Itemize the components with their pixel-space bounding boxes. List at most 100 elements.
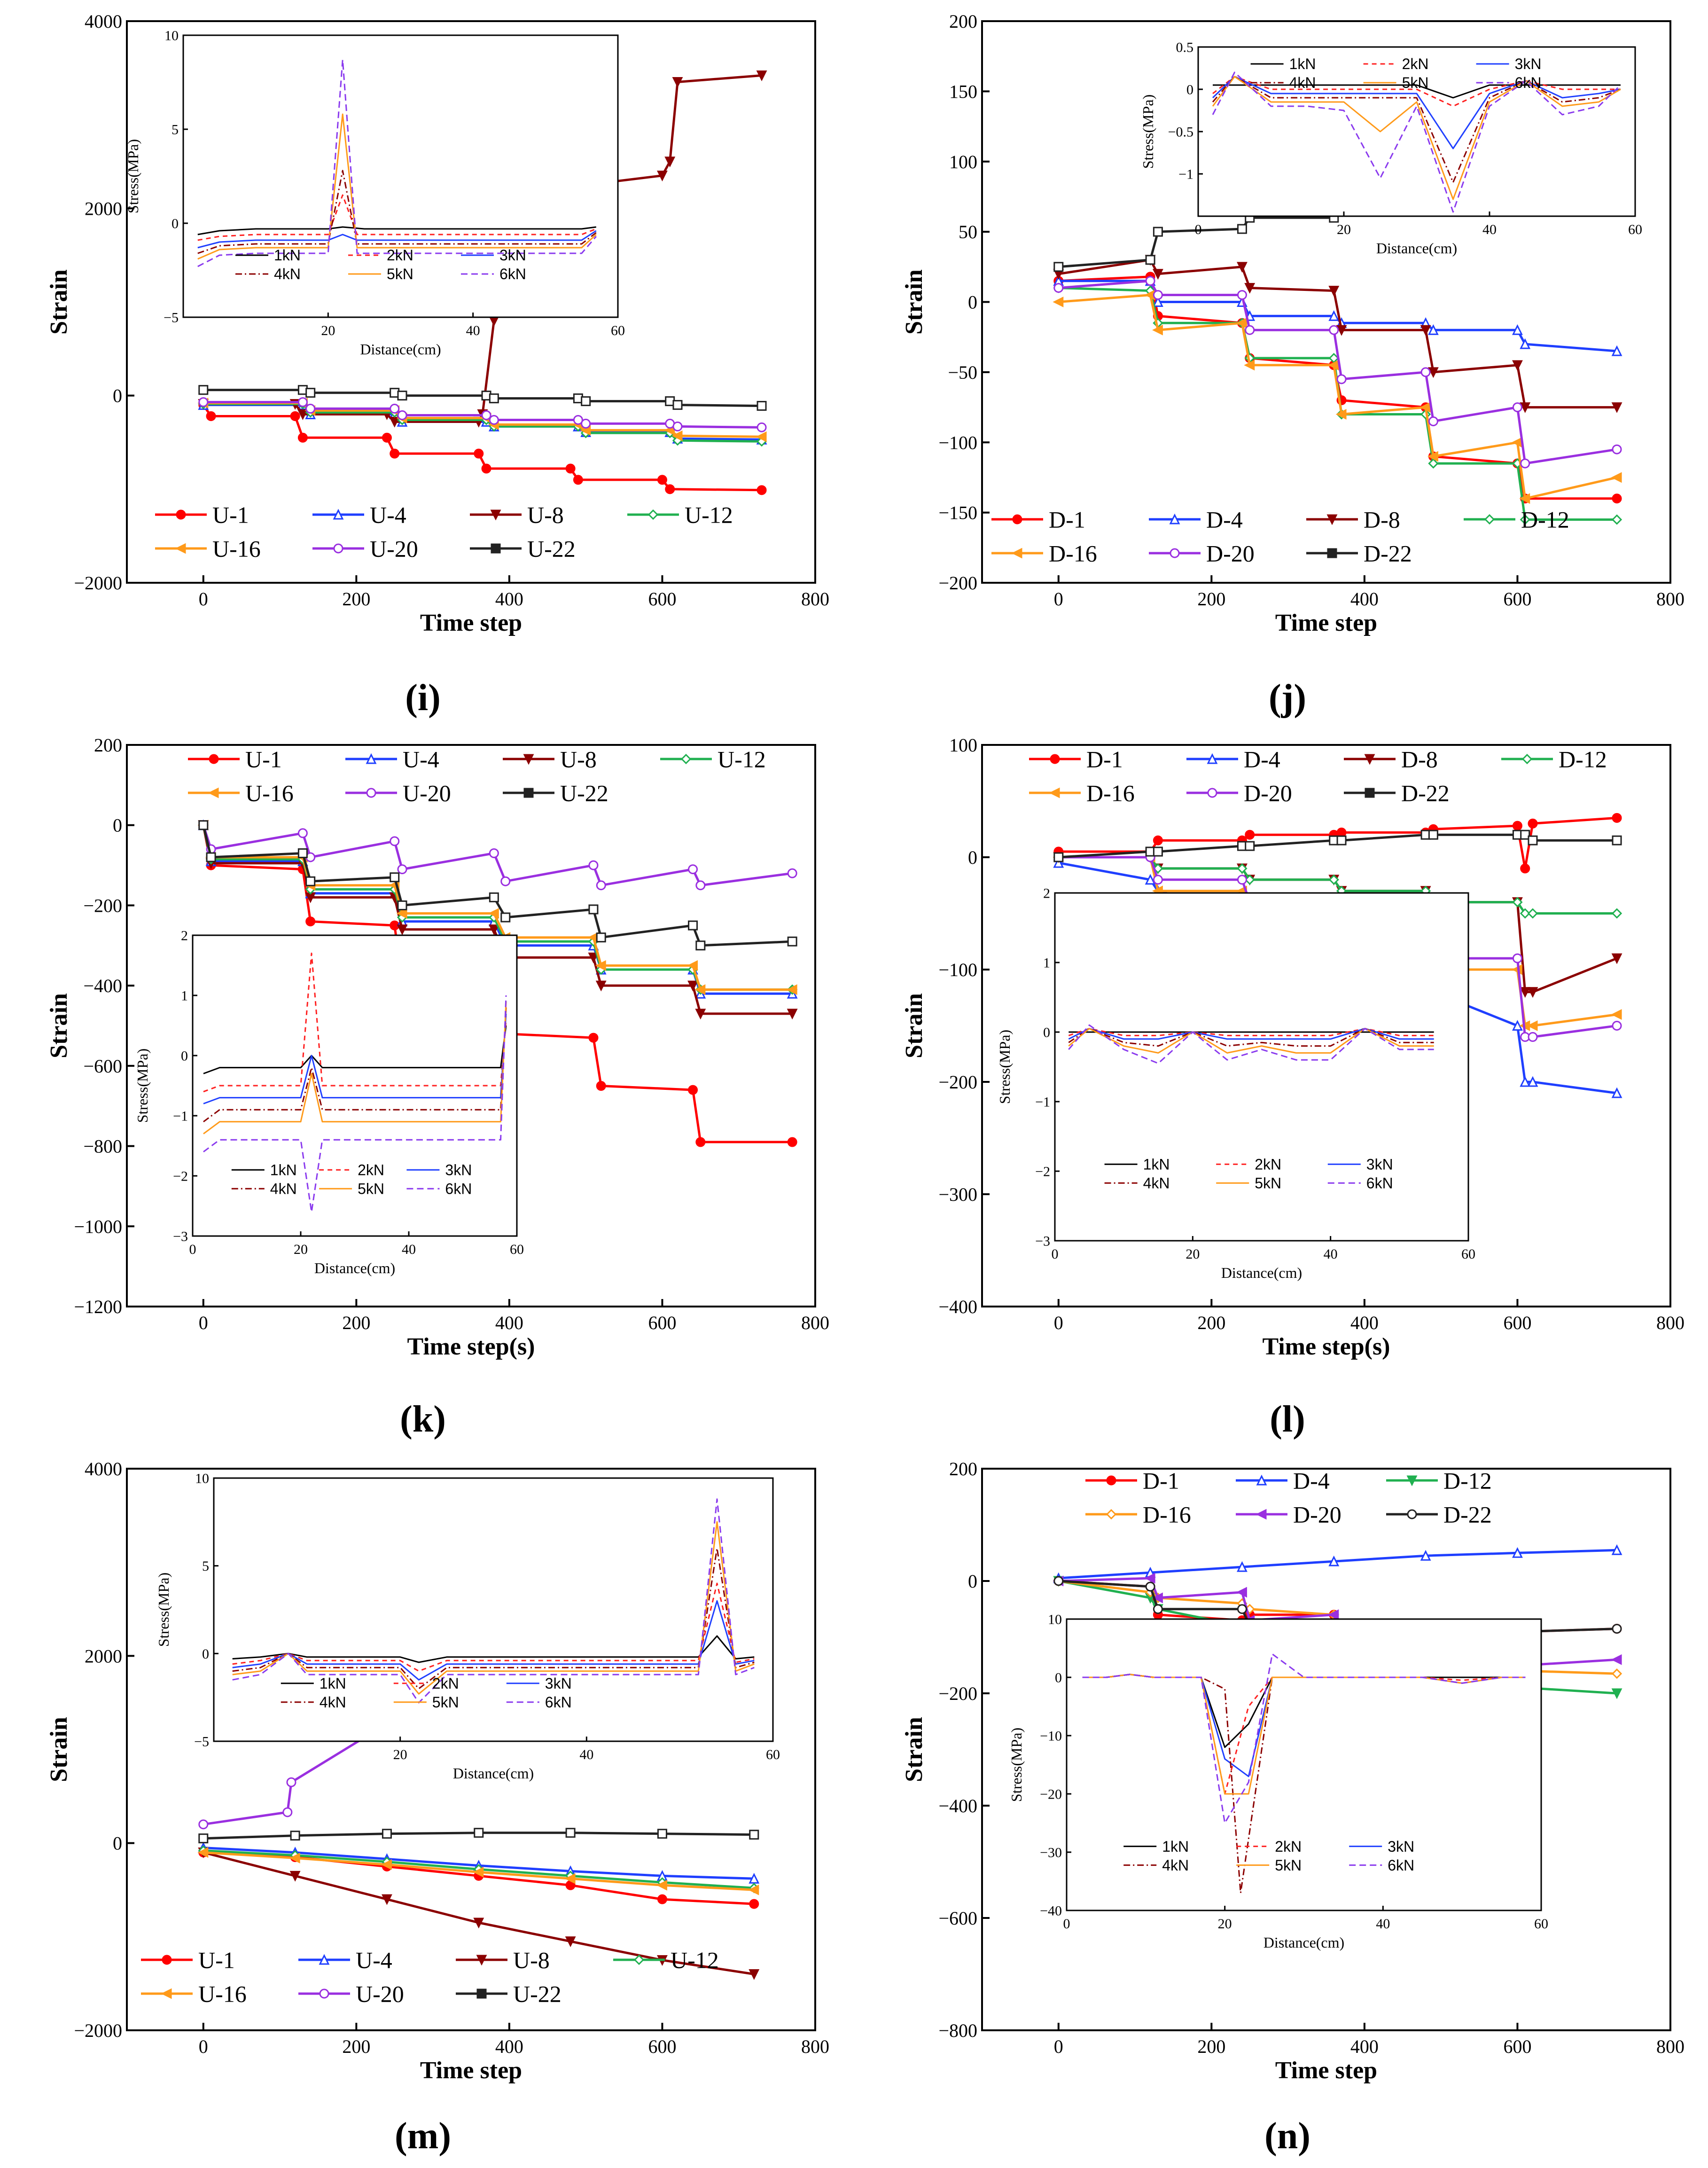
- main-legend-marker-D-12: [1484, 514, 1495, 525]
- main-point-U-20: [390, 836, 400, 846]
- inset-x-tick-label: 20: [294, 1242, 308, 1257]
- main-point-U-20: [297, 828, 308, 838]
- main-y-tick-label: −600: [938, 1908, 977, 1929]
- main-y-tick-label: −200: [938, 572, 977, 594]
- inset-legend-label-4kN: 4kN: [274, 266, 301, 282]
- inset-series-3kN: [232, 1600, 755, 1681]
- main-point-D-22: [1520, 830, 1530, 840]
- inset-legend-label-6kN: 6kN: [1366, 1174, 1393, 1191]
- main-point-U-22: [305, 388, 316, 398]
- inset-legend-label-2kN: 2kN: [358, 1161, 384, 1178]
- inset-y-tick-label: 10: [164, 28, 179, 44]
- main-point-D-4: [1520, 1076, 1531, 1087]
- main-legend-label-U-12: U-12: [671, 1947, 719, 1973]
- inset-series-6kN: [197, 59, 597, 267]
- main-point-D-4: [1520, 338, 1531, 349]
- main-point-D-4: [1512, 324, 1523, 335]
- main-point-D-1: [1612, 813, 1622, 823]
- main-point-U-16: [748, 1884, 759, 1895]
- main-point-U-8: [588, 952, 599, 963]
- inset-y-tick-label: 5: [202, 1558, 209, 1574]
- inset-y-tick-label: −2: [173, 1169, 188, 1184]
- main-point-D-8: [1244, 283, 1256, 294]
- main-point-D-20: [1237, 290, 1247, 300]
- inset-line-5kN: [1068, 1028, 1434, 1054]
- main-point-U-22: [206, 852, 216, 862]
- main-point-U-8: [382, 1894, 392, 1905]
- main-point-U-1: [390, 448, 400, 459]
- main-legend-marker-D-4: [1169, 513, 1180, 524]
- main-point-D-12: [1520, 908, 1530, 919]
- inset-legend-label-6kN: 6kN: [499, 266, 526, 282]
- inset-y-tick-label: 1: [181, 988, 188, 1004]
- main-point-U-20: [688, 864, 698, 875]
- main-y-axis-label: Strain: [901, 269, 928, 335]
- main-legend-marker-U-8: [490, 509, 501, 521]
- inset-x-tick-label: 0: [1052, 1246, 1059, 1262]
- inset-series-5kN: [1068, 1028, 1434, 1054]
- main-y-tick-label: −50: [948, 362, 977, 383]
- main-x-tick-label: 800: [1656, 2036, 1685, 2057]
- main-y-tick-label: −1000: [74, 1216, 122, 1237]
- inset-legend-label-2kN: 2kN: [387, 247, 413, 264]
- main-y-tick-label: 0: [113, 385, 122, 407]
- inset-legend-label-4kN: 4kN: [320, 1694, 346, 1711]
- main-point-D-20: [1512, 402, 1522, 413]
- main-x-axis-label: Time step: [420, 2057, 522, 2084]
- main-point-U-16: [656, 1879, 667, 1891]
- main-point-U-16: [381, 1859, 392, 1870]
- main-legend-marker-U-20: [333, 543, 343, 554]
- main-point-D-16: [1427, 451, 1438, 462]
- inset-line-6kN: [1212, 71, 1622, 213]
- main-y-axis-label: Strain: [46, 269, 72, 335]
- main-legend-marker-D-1: [1012, 514, 1022, 524]
- inset-panel-1: 20 40 60 −5 0 5 10 Distance(cm) Stress(MPa) 1kN 2k…: [125, 28, 625, 358]
- main-point-U-22: [672, 400, 683, 410]
- main-point-D-8: [1512, 360, 1523, 371]
- main-point-U-1: [665, 484, 675, 494]
- inset-y-tick-label: −5: [164, 310, 179, 326]
- main-point-U-20: [489, 415, 499, 425]
- main-point-U-22: [489, 393, 499, 404]
- main-point-U-20: [489, 848, 499, 858]
- main-legend-label-D-8: D-8: [1364, 507, 1400, 533]
- main-point-U-16: [595, 960, 606, 971]
- main-legend-marker-U-20: [319, 1988, 329, 1999]
- inset-y-tick-label: 1: [1043, 955, 1050, 971]
- main-point-D-20: [1528, 1032, 1538, 1042]
- main-x-tick-label: 600: [648, 588, 676, 610]
- main-point-U-1: [290, 411, 300, 421]
- main-y-tick-label: −400: [83, 975, 122, 996]
- main-legend-marker-U-16: [161, 1988, 172, 1999]
- main-point-U-22: [290, 1831, 300, 1841]
- inset-plot-frame: [182, 34, 619, 318]
- main-legend-marker-U-4: [319, 1954, 330, 1965]
- inset-x-axis-label: Distance(cm): [314, 1260, 395, 1276]
- main-x-axis-label: Time step: [1275, 2057, 1377, 2084]
- main-point-D-8: [1336, 325, 1347, 336]
- main-legend-marker-D-8: [1326, 514, 1338, 525]
- main-legend-label-D-12: D-12: [1443, 1468, 1492, 1494]
- inset-panel-3: 0 20 40 60 −3 −2 −1 0 1 2 Distance(cm) Stress(MPa) 1…: [134, 928, 524, 1277]
- main-y-tick-label: 0: [968, 292, 977, 313]
- main-point-D-4: [1420, 1550, 1431, 1561]
- main-point-U-1: [481, 463, 491, 474]
- main-legend-marker-U-22: [523, 788, 534, 798]
- main-point-D-20: [1336, 374, 1347, 384]
- main-point-U-8: [756, 70, 767, 81]
- inset-y-tick-label: 0: [1055, 1670, 1062, 1686]
- main-point-D-22: [1245, 841, 1255, 851]
- main-point-U-22: [596, 932, 606, 943]
- main-point-D-20: [1053, 283, 1064, 293]
- main-y-tick-label: 100: [949, 151, 977, 172]
- main-legend-label-D-22: D-22: [1364, 540, 1412, 567]
- main-x-tick-label: 200: [1197, 588, 1225, 610]
- inset-legend-label-6kN: 6kN: [1515, 74, 1542, 91]
- main-x-tick-label: 400: [495, 588, 523, 610]
- main-point-U-20: [397, 864, 407, 875]
- main-point-U-20: [500, 876, 511, 886]
- main-x-tick-label: 600: [648, 2036, 676, 2057]
- main-plot-frame: [981, 744, 1671, 1307]
- main-point-U-20: [305, 404, 316, 414]
